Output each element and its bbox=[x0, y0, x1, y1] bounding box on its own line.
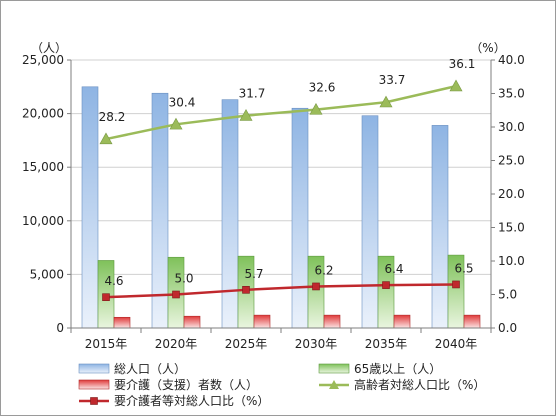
bar-care-needed bbox=[323, 314, 341, 329]
care-ratio-point bbox=[102, 293, 110, 301]
legend-swatch bbox=[78, 379, 110, 390]
right-tick-label: 5.0 bbox=[498, 288, 517, 302]
legend-care-needed: 要介護（支援）者数（人） bbox=[78, 377, 258, 392]
care-ratio-label: 4.6 bbox=[104, 274, 123, 288]
legend-aged-65-plus: 65歳以上（人） bbox=[318, 362, 441, 376]
x-tick-label: 2035年 bbox=[365, 337, 408, 351]
right-tick-label: 15.0 bbox=[498, 221, 525, 235]
left-tick-label: 25,000 bbox=[22, 53, 64, 67]
elderly-ratio-point bbox=[239, 108, 253, 121]
legend-marker bbox=[329, 380, 339, 389]
legend-marker bbox=[90, 397, 98, 405]
x-tick-label: 2025年 bbox=[225, 337, 268, 351]
x-tick-label: 2030年 bbox=[295, 337, 338, 351]
legend-label: 総人口（人） bbox=[114, 362, 186, 376]
lines bbox=[99, 79, 463, 301]
care-ratio-point bbox=[172, 290, 180, 299]
left-tick-label: 10,000 bbox=[22, 214, 64, 228]
right-tick-label: 30.0 bbox=[498, 120, 525, 134]
left-tick-label: 15,000 bbox=[22, 160, 64, 174]
legend-label: 65歳以上（人） bbox=[354, 362, 441, 376]
left-tick-label: 20,000 bbox=[22, 107, 64, 121]
left-tick-label: 0 bbox=[56, 321, 64, 335]
bar-care-needed bbox=[113, 316, 131, 329]
bar-care-needed bbox=[253, 314, 271, 329]
left-axis-unit: （人） bbox=[31, 41, 67, 55]
bar-total-population bbox=[221, 99, 239, 329]
right-tick-label: 40.0 bbox=[498, 53, 525, 67]
x-tick-label: 2015年 bbox=[85, 337, 128, 351]
legend-label: 高齢者対総人口比（%） bbox=[354, 377, 485, 392]
care-ratio-label: 5.0 bbox=[174, 272, 193, 286]
care-ratio-point bbox=[242, 286, 250, 294]
gridlines bbox=[71, 59, 491, 275]
elderly-ratio-point bbox=[169, 117, 183, 130]
elderly-ratio-point bbox=[99, 132, 113, 145]
right-tick-label: 20.0 bbox=[498, 187, 525, 201]
right-tick-label: 35.0 bbox=[498, 87, 525, 101]
care-ratio-point bbox=[382, 281, 390, 289]
bar-care-needed bbox=[393, 314, 411, 329]
legend-swatch bbox=[78, 363, 110, 374]
elderly-ratio-label: 30.4 bbox=[169, 95, 196, 109]
care-ratio-label: 6.5 bbox=[454, 261, 473, 275]
care-ratio-label: 6.2 bbox=[314, 263, 333, 277]
bar-total-population bbox=[81, 86, 99, 329]
legend-care-ratio: 要介護者等対総人口比（%） bbox=[79, 393, 269, 408]
right-tick-label: 0.0 bbox=[498, 321, 517, 335]
care-ratio-label: 5.7 bbox=[244, 267, 263, 281]
care-ratio-point bbox=[452, 280, 460, 289]
bars bbox=[81, 86, 481, 329]
bar-care-needed bbox=[463, 314, 481, 329]
bar-total-population bbox=[291, 107, 309, 329]
care-ratio-point bbox=[312, 282, 320, 291]
legend-total-population: 総人口（人） bbox=[78, 362, 186, 376]
care-ratio-label: 6.4 bbox=[384, 262, 403, 276]
data-labels: 28.2 30.4 31.7 32.6 33.7 36.1 4.6 5.0 5.7 6.2 6.4 6… bbox=[99, 57, 476, 288]
legend-swatch bbox=[318, 363, 350, 374]
legend-label: 要介護（支援）者数（人） bbox=[114, 377, 258, 392]
care-ratio-line bbox=[105, 283, 457, 299]
bar-total-population bbox=[361, 115, 379, 329]
elderly-ratio-point bbox=[309, 102, 323, 115]
legend-label: 要介護者等対総人口比（%） bbox=[114, 393, 269, 408]
elderly-ratio-line bbox=[105, 84, 457, 141]
elderly-ratio-label: 28.2 bbox=[99, 110, 126, 124]
elderly-ratio-label: 31.7 bbox=[239, 87, 266, 101]
bar-care-needed bbox=[183, 315, 201, 329]
elderly-ratio-label: 32.6 bbox=[309, 81, 336, 95]
legend-elderly-ratio: 高齢者対総人口比（%） bbox=[319, 377, 485, 392]
bar-total-population bbox=[431, 125, 449, 329]
axes: 0 5,000 10,000 15,000 20,000 25,000（人） 0.0 5.0 1… bbox=[22, 41, 525, 351]
elderly-ratio-point bbox=[449, 79, 463, 92]
x-tick-label: 2040年 bbox=[435, 337, 478, 351]
right-tick-label: 10.0 bbox=[498, 254, 525, 268]
elderly-ratio-label: 36.1 bbox=[449, 57, 476, 71]
legend: 総人口（人） 65歳以上（人） 要介護（支援）者数（人） 高齢者対総人口比（%） 要介護… bbox=[78, 362, 485, 408]
right-tick-label: 25.0 bbox=[498, 154, 525, 168]
left-tick-label: 5,000 bbox=[30, 267, 64, 281]
x-tick-label: 2020年 bbox=[155, 337, 198, 351]
elderly-ratio-label: 33.7 bbox=[379, 73, 406, 87]
elderly-ratio-point bbox=[379, 95, 393, 108]
right-axis-unit: （%） bbox=[470, 41, 505, 55]
